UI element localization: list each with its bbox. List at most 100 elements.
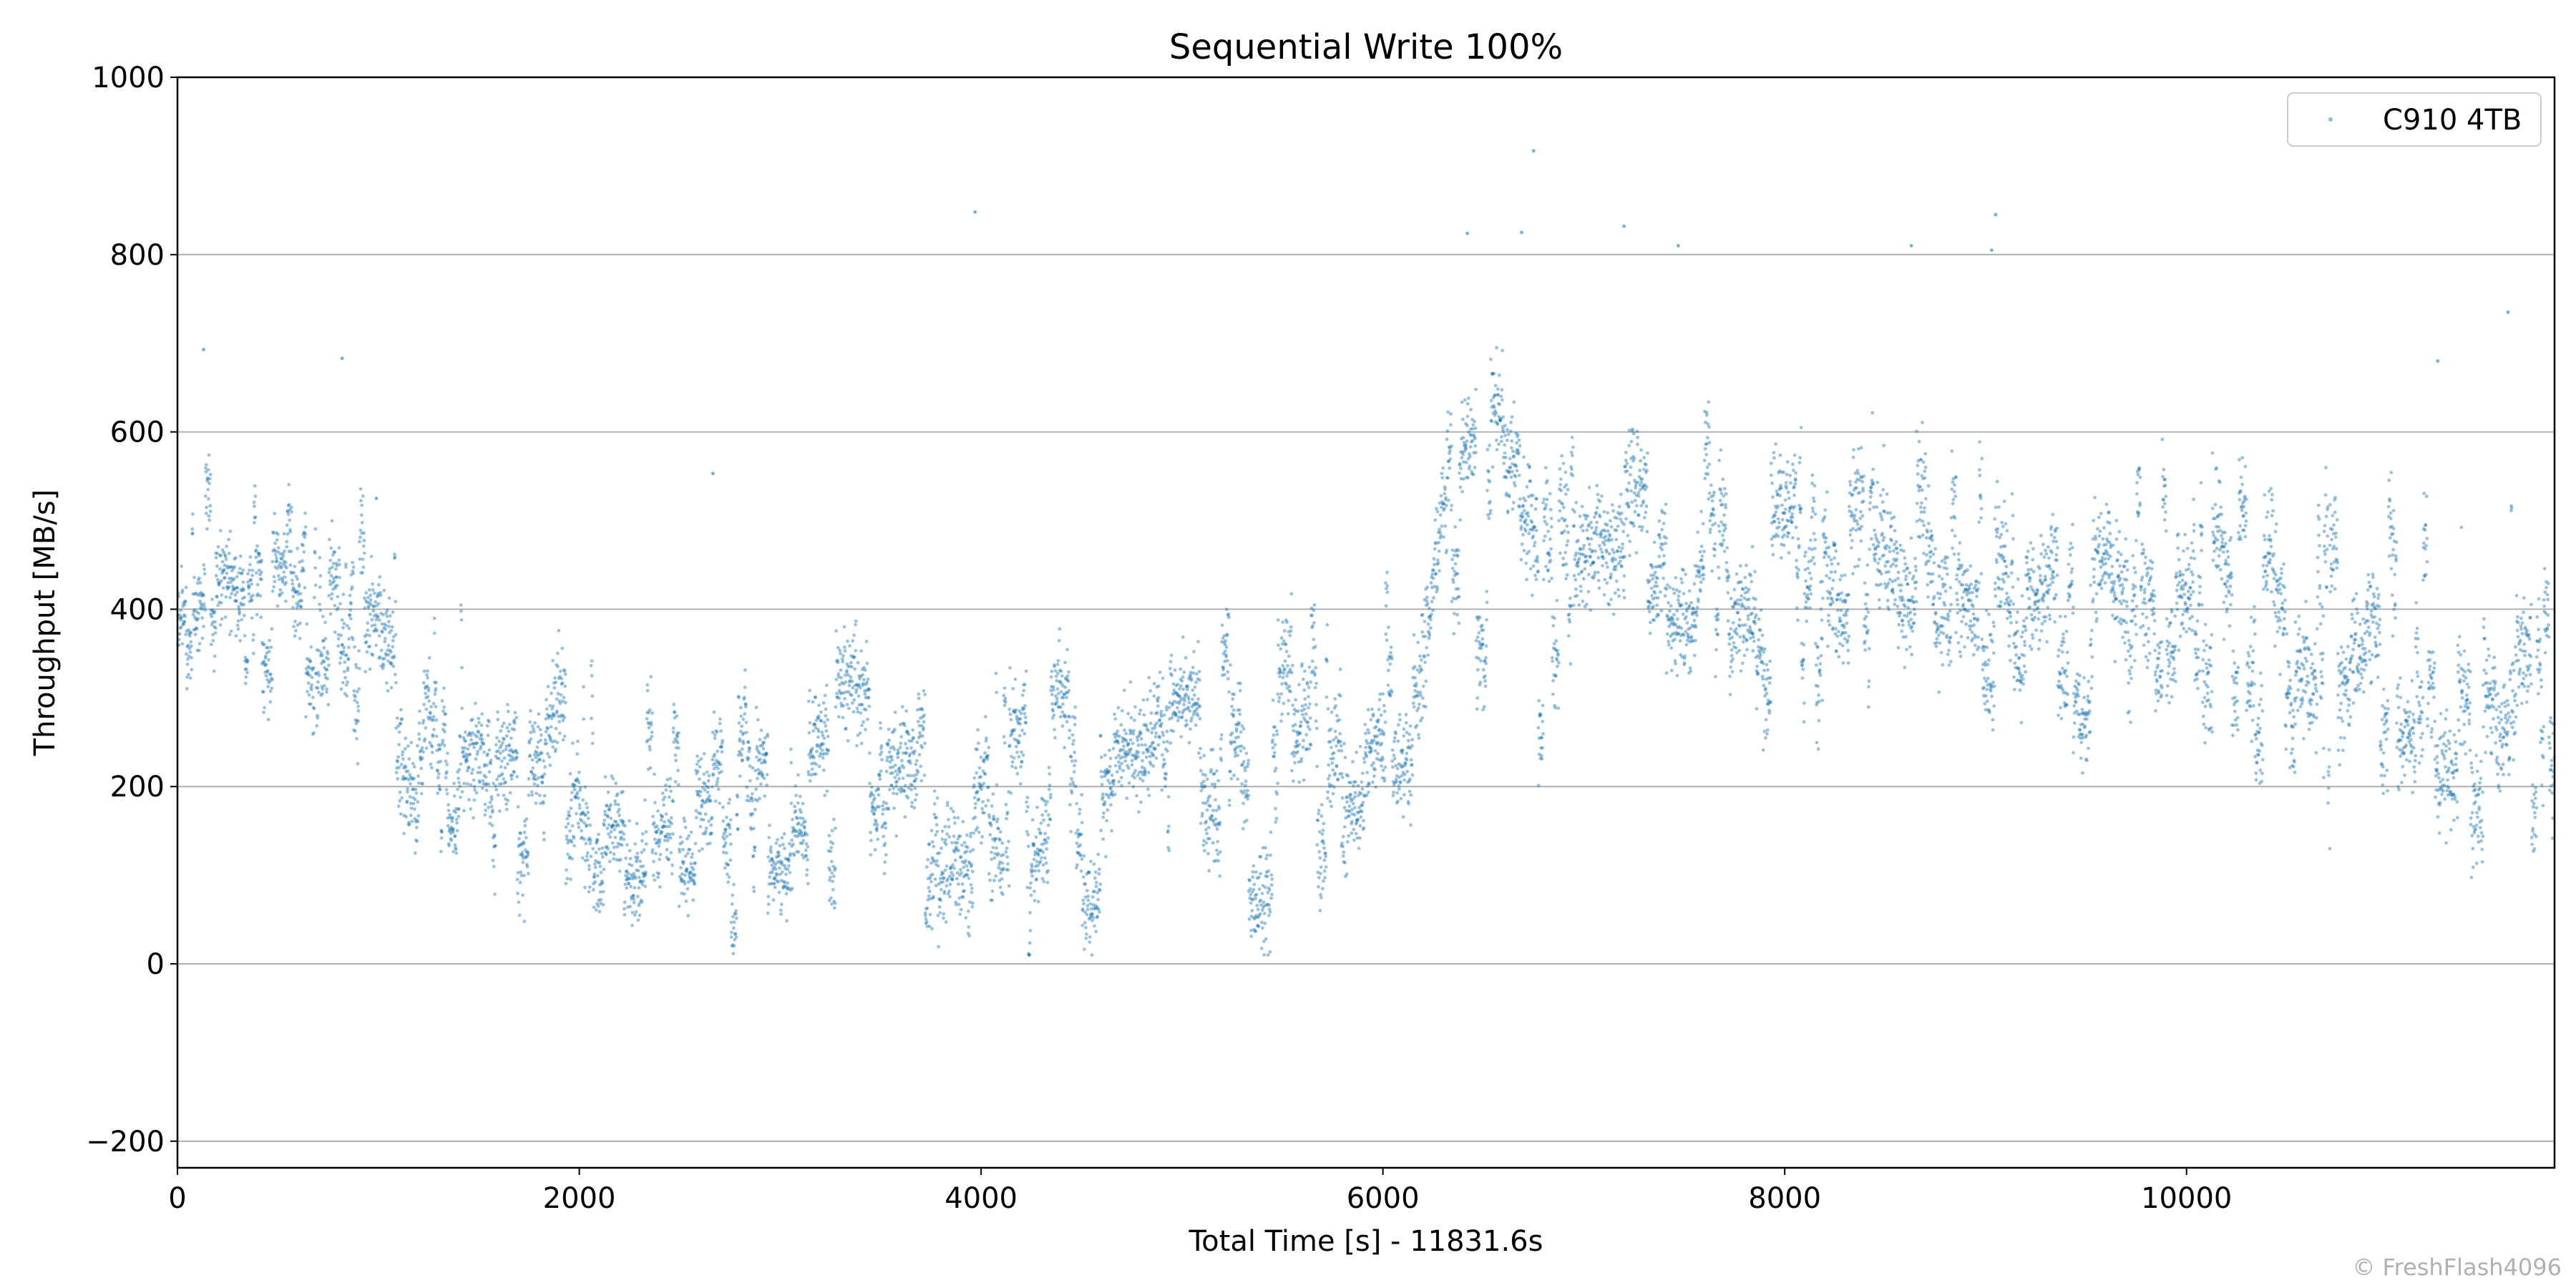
data-point	[377, 634, 381, 638]
data-point	[286, 532, 290, 536]
data-point	[741, 758, 745, 762]
data-point	[741, 717, 746, 721]
data-point	[1376, 751, 1380, 756]
data-point	[1381, 757, 1385, 761]
data-point	[429, 762, 433, 766]
data-point	[1187, 741, 1191, 745]
data-point	[211, 610, 215, 614]
data-point	[394, 726, 398, 730]
data-point	[1325, 660, 1329, 663]
data-point	[616, 803, 620, 806]
data-point	[282, 570, 286, 574]
data-point	[1440, 476, 1445, 479]
data-point	[779, 902, 784, 907]
data-point	[1353, 795, 1357, 799]
data-point	[486, 752, 489, 756]
data-point	[503, 781, 507, 785]
data-point	[657, 844, 661, 848]
data-point	[469, 733, 473, 738]
data-point	[1141, 698, 1146, 702]
data-point	[485, 724, 489, 728]
data-point	[834, 705, 838, 709]
data-point	[331, 576, 336, 580]
data-point	[542, 794, 547, 798]
data-point	[935, 816, 938, 819]
data-point	[460, 665, 464, 670]
data-point	[600, 882, 603, 886]
data-point	[1020, 693, 1025, 697]
data-point	[854, 619, 858, 623]
data-point	[1269, 883, 1274, 887]
data-point	[1120, 761, 1124, 766]
data-point	[1332, 785, 1336, 789]
data-point	[422, 669, 426, 673]
data-point	[1265, 853, 1269, 857]
data-point	[185, 687, 189, 691]
data-point	[738, 774, 742, 778]
data-point	[1100, 783, 1104, 786]
data-point	[254, 550, 258, 553]
data-point	[602, 824, 606, 827]
data-point	[457, 807, 461, 811]
data-point	[218, 580, 222, 585]
data-point	[1252, 864, 1256, 868]
data-point	[606, 790, 610, 794]
data-point	[1424, 705, 1428, 709]
data-point	[478, 781, 482, 784]
data-point	[256, 560, 260, 565]
data-point	[180, 590, 184, 595]
data-point	[201, 592, 205, 596]
data-point	[1073, 751, 1077, 754]
data-point	[957, 849, 961, 852]
data-point	[454, 810, 458, 814]
data-point	[221, 569, 225, 573]
data-point	[1112, 779, 1116, 783]
data-point	[479, 733, 483, 736]
data-point	[837, 696, 841, 701]
data-point	[924, 865, 929, 869]
data-point	[1013, 677, 1018, 681]
data-point	[442, 743, 447, 748]
data-point	[909, 774, 912, 778]
data-point	[884, 853, 888, 857]
data-point	[366, 595, 370, 600]
data-point	[533, 721, 537, 725]
data-point	[230, 569, 234, 572]
data-point	[1055, 663, 1060, 666]
data-point	[552, 713, 556, 717]
data-point	[857, 683, 862, 687]
data-point	[518, 831, 522, 835]
data-point	[584, 841, 588, 846]
data-point	[900, 705, 904, 709]
data-point	[633, 886, 637, 889]
data-point	[670, 863, 674, 867]
data-point	[1130, 763, 1134, 767]
data-point	[1004, 850, 1008, 854]
data-point	[313, 595, 316, 600]
data-point	[1154, 756, 1158, 760]
data-point	[523, 824, 527, 828]
data-point	[716, 749, 720, 753]
data-point	[530, 769, 533, 774]
data-point	[1302, 688, 1307, 692]
data-point	[910, 801, 914, 804]
data-point	[554, 726, 558, 731]
data-point	[1306, 721, 1309, 724]
data-point	[256, 592, 260, 596]
data-point	[1093, 924, 1096, 928]
data-point	[524, 855, 527, 859]
data-point	[321, 692, 324, 696]
data-point	[590, 673, 594, 678]
data-point	[664, 788, 668, 792]
data-point	[492, 781, 495, 786]
data-point	[1133, 705, 1137, 709]
data-point	[265, 645, 268, 650]
data-point	[310, 675, 314, 680]
data-point	[563, 684, 567, 688]
data-point	[287, 503, 291, 507]
data-point	[460, 790, 464, 794]
data-point	[636, 869, 640, 873]
data-point	[1075, 841, 1079, 845]
data-point	[1080, 821, 1084, 825]
data-point	[382, 588, 386, 592]
